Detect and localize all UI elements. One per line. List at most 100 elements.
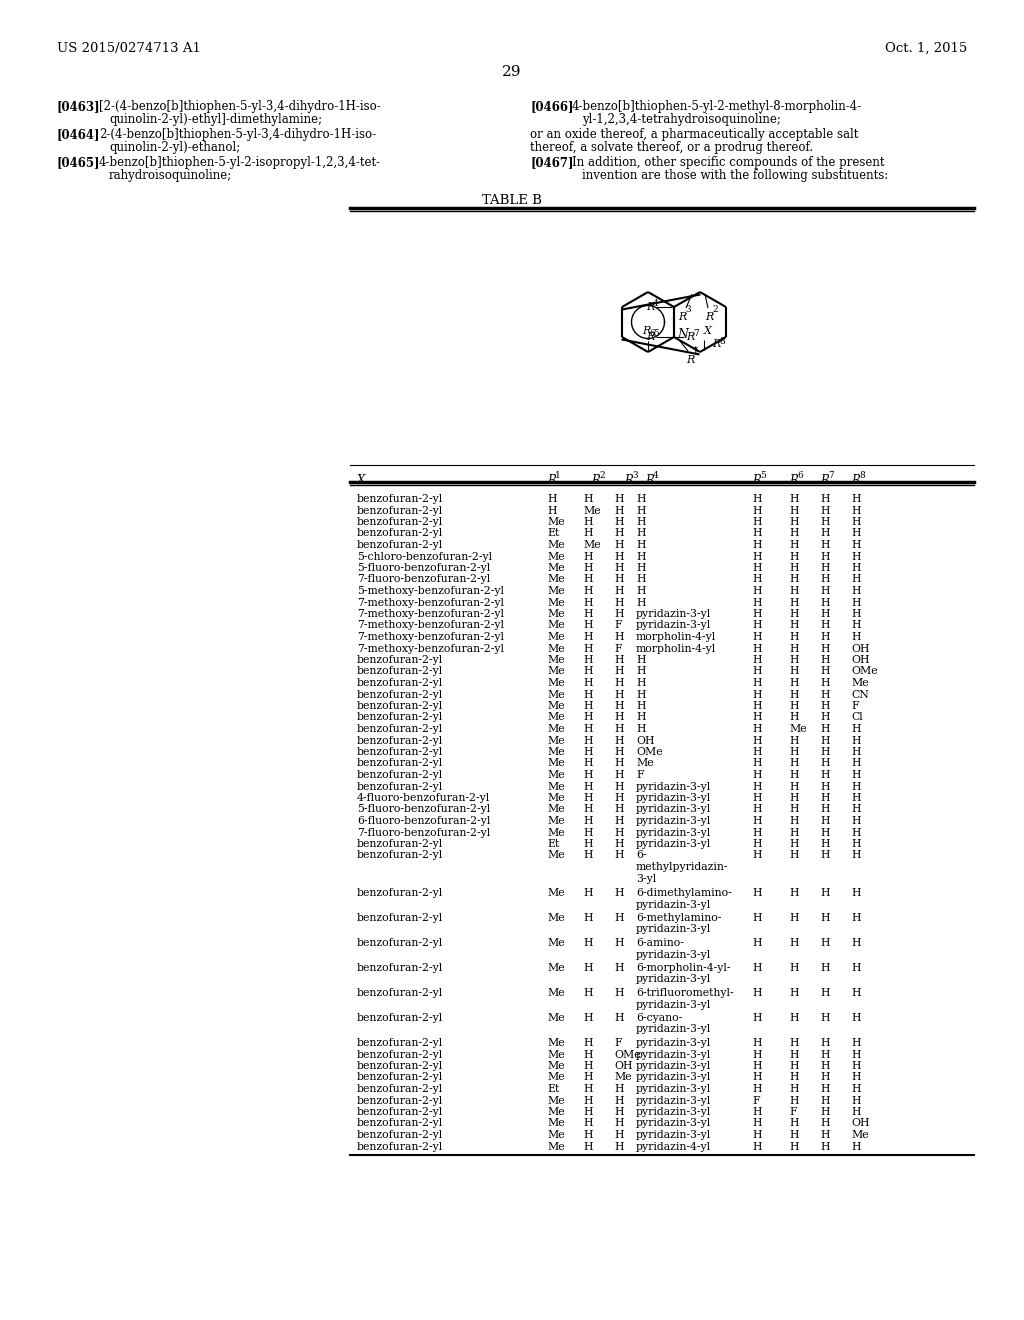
Text: H: H <box>583 850 593 861</box>
Text: H: H <box>752 747 762 756</box>
Text: R: R <box>790 474 798 487</box>
Text: H: H <box>790 888 799 898</box>
Text: H: H <box>790 632 799 642</box>
Text: H: H <box>851 939 860 948</box>
Text: Me: Me <box>851 1130 868 1140</box>
Text: H: H <box>614 987 624 998</box>
Text: H: H <box>790 1061 799 1071</box>
Text: H: H <box>614 723 624 734</box>
Text: OH: OH <box>614 1061 633 1071</box>
Text: H: H <box>752 1118 762 1129</box>
Text: H: H <box>851 850 860 861</box>
Text: H: H <box>583 655 593 665</box>
Text: pyridazin-3-yl: pyridazin-3-yl <box>636 793 712 803</box>
Text: R: R <box>646 333 654 342</box>
Text: H: H <box>790 850 799 861</box>
Text: benzofuran-2-yl: benzofuran-2-yl <box>357 528 443 539</box>
Text: H: H <box>820 770 829 780</box>
Text: R: R <box>851 474 860 487</box>
Text: Et: Et <box>547 528 559 539</box>
Text: H: H <box>851 540 860 550</box>
Text: H: H <box>820 816 829 826</box>
Text: morpholin-4-yl: morpholin-4-yl <box>636 632 716 642</box>
Text: H: H <box>614 816 624 826</box>
Text: H: H <box>820 888 829 898</box>
Text: H: H <box>583 770 593 780</box>
Text: benzofuran-2-yl: benzofuran-2-yl <box>357 689 443 700</box>
Text: H: H <box>614 1096 624 1106</box>
Text: Me: Me <box>547 850 564 861</box>
Text: benzofuran-2-yl: benzofuran-2-yl <box>357 713 443 722</box>
Text: benzofuran-2-yl: benzofuran-2-yl <box>357 840 443 849</box>
Text: benzofuran-2-yl: benzofuran-2-yl <box>357 735 443 746</box>
Text: H: H <box>790 913 799 923</box>
Text: H: H <box>820 1084 829 1094</box>
Text: H: H <box>583 1012 593 1023</box>
Text: H: H <box>583 644 593 653</box>
Text: pyridazin-3-yl: pyridazin-3-yl <box>636 1049 712 1060</box>
Text: R: R <box>642 326 650 337</box>
Text: H: H <box>614 1012 624 1023</box>
Text: H: H <box>851 1049 860 1060</box>
Text: H: H <box>851 620 860 631</box>
Text: H: H <box>851 735 860 746</box>
Text: H: H <box>851 494 860 504</box>
Text: *: * <box>692 346 698 356</box>
Text: H: H <box>820 1049 829 1060</box>
Text: H: H <box>752 1072 762 1082</box>
Text: H: H <box>851 506 860 516</box>
Text: H: H <box>636 494 645 504</box>
Text: Me: Me <box>547 747 564 756</box>
Text: H: H <box>547 494 556 504</box>
Text: H: H <box>583 632 593 642</box>
Text: 7: 7 <box>693 330 698 338</box>
Text: H: H <box>614 1142 624 1151</box>
Text: H: H <box>614 770 624 780</box>
Text: H: H <box>752 804 762 814</box>
Text: H: H <box>614 506 624 516</box>
Text: H: H <box>547 506 556 516</box>
Text: H: H <box>790 1012 799 1023</box>
Text: H: H <box>790 655 799 665</box>
Text: 4: 4 <box>653 300 658 309</box>
Text: Me: Me <box>547 598 564 607</box>
Text: benzofuran-2-yl: benzofuran-2-yl <box>357 506 443 516</box>
Text: H: H <box>583 620 593 631</box>
Text: benzofuran-2-yl: benzofuran-2-yl <box>357 781 443 792</box>
Text: H: H <box>752 598 762 607</box>
Text: H: H <box>614 494 624 504</box>
Text: pyridazin-3-yl: pyridazin-3-yl <box>636 1084 712 1094</box>
Text: N: N <box>677 329 688 342</box>
Text: H: H <box>583 816 593 826</box>
Text: 7-methoxy-benzofuran-2-yl: 7-methoxy-benzofuran-2-yl <box>357 609 504 619</box>
Text: 6-fluoro-benzofuran-2-yl: 6-fluoro-benzofuran-2-yl <box>357 816 490 826</box>
Text: H: H <box>752 678 762 688</box>
Text: H: H <box>752 964 762 973</box>
Text: 7: 7 <box>828 471 834 480</box>
Text: H: H <box>851 574 860 585</box>
Text: H: H <box>614 747 624 756</box>
Text: H: H <box>851 804 860 814</box>
Text: quinolin-2-yl)-ethanol;: quinolin-2-yl)-ethanol; <box>109 141 241 154</box>
Text: H: H <box>820 689 829 700</box>
Text: 7-methoxy-benzofuran-2-yl: 7-methoxy-benzofuran-2-yl <box>357 598 504 607</box>
Text: H: H <box>636 517 645 527</box>
Text: H: H <box>820 1038 829 1048</box>
Text: H: H <box>583 735 593 746</box>
Text: H: H <box>752 1061 762 1071</box>
Text: OH: OH <box>851 1118 869 1129</box>
Text: 6-methylamino-: 6-methylamino- <box>636 913 721 923</box>
Text: H: H <box>614 804 624 814</box>
Text: H: H <box>790 964 799 973</box>
Text: pyridazin-3-yl: pyridazin-3-yl <box>636 1072 712 1082</box>
Text: H: H <box>752 632 762 642</box>
Text: H: H <box>614 574 624 585</box>
Text: H: H <box>851 793 860 803</box>
Text: H: H <box>583 517 593 527</box>
Text: H: H <box>851 1072 860 1082</box>
Text: Me: Me <box>547 964 564 973</box>
Text: H: H <box>790 804 799 814</box>
Text: 3-yl: 3-yl <box>636 874 656 883</box>
Text: 8: 8 <box>859 471 864 480</box>
Text: H: H <box>820 1118 829 1129</box>
